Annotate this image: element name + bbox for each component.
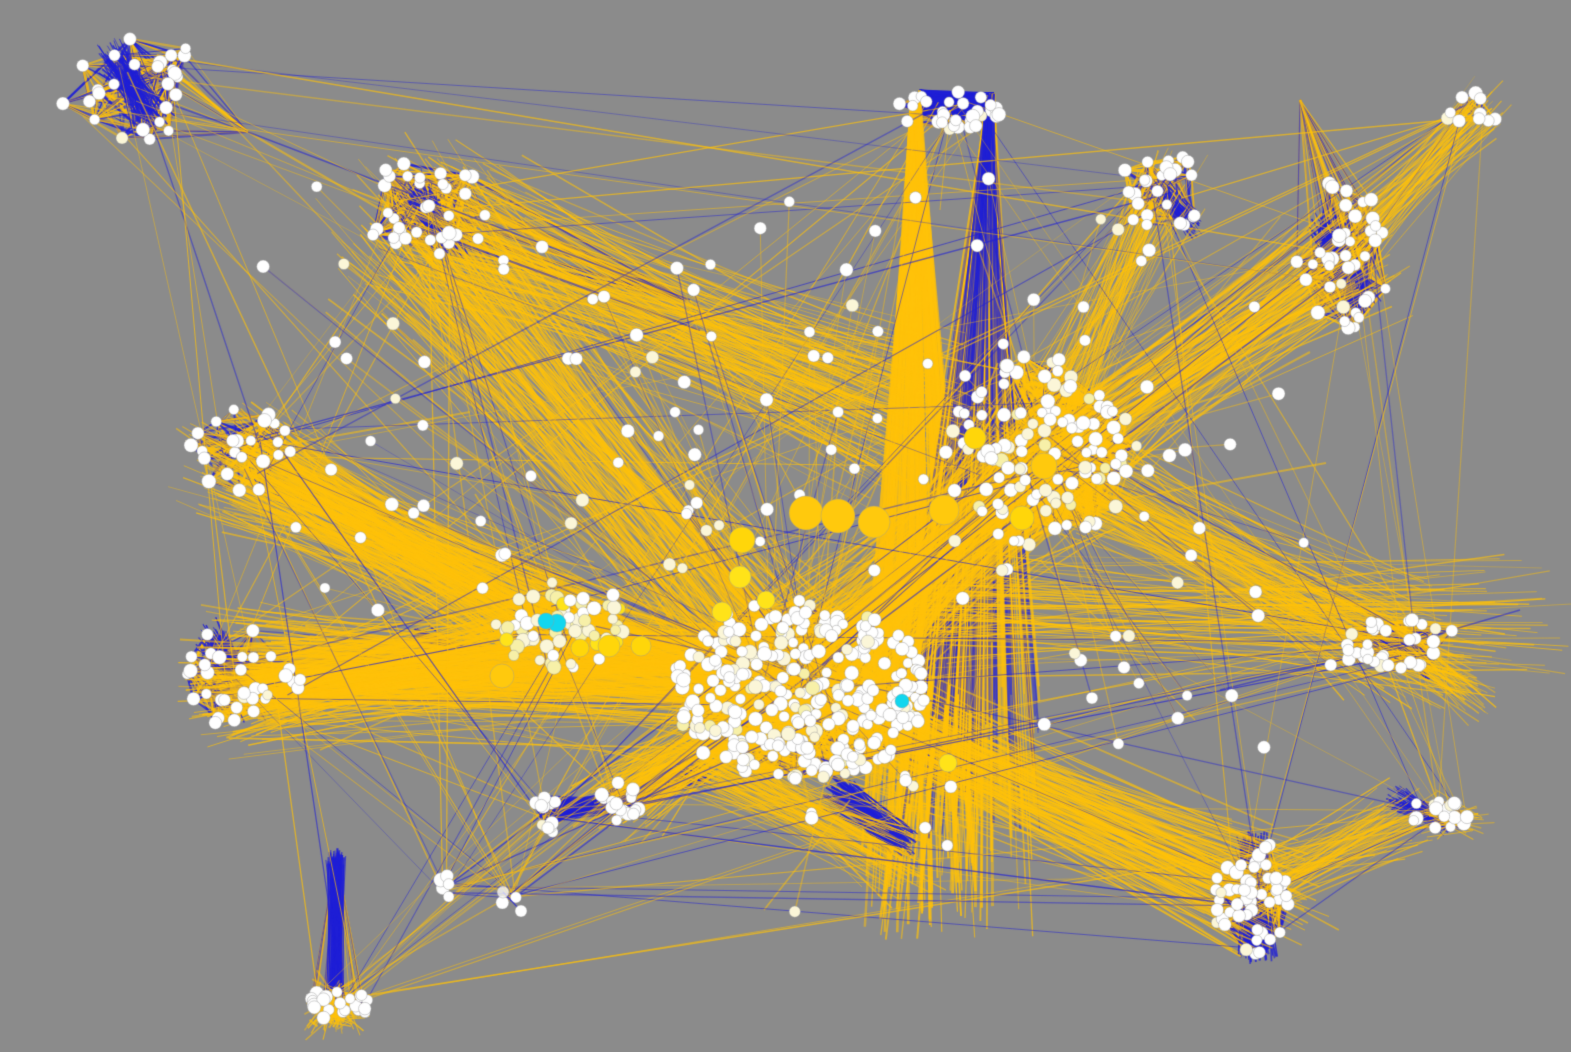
network-graph-canvas[interactable] — [0, 0, 1571, 1052]
graph-visualization-root — [0, 0, 1571, 1052]
